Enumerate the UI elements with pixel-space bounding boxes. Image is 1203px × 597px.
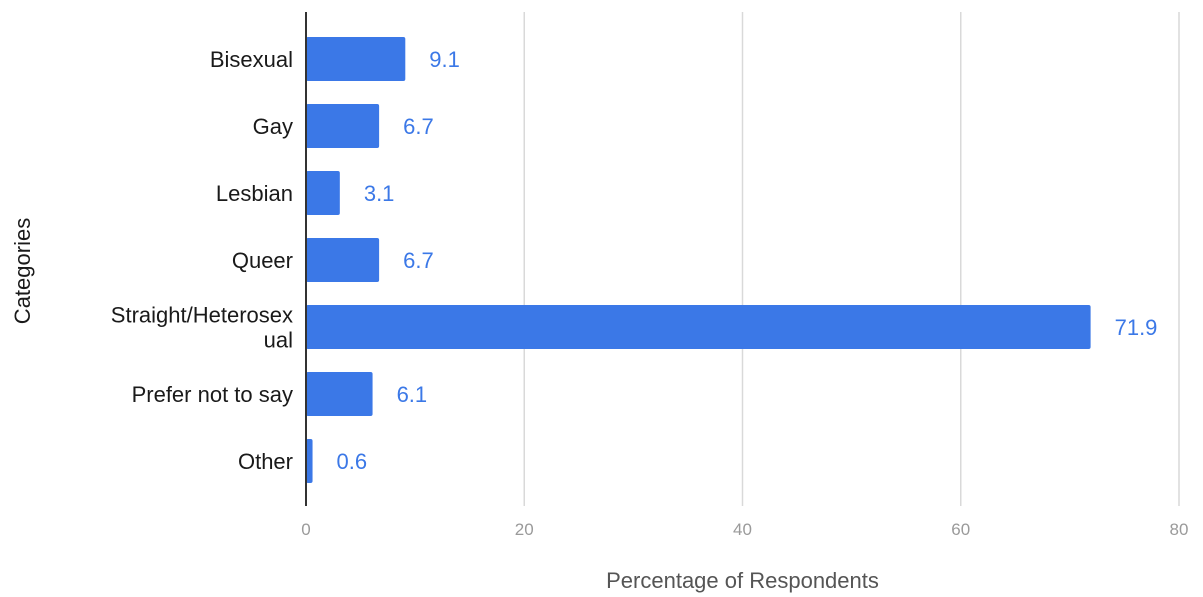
bar (306, 439, 313, 483)
bar (306, 238, 380, 282)
y-axis-title: Categories (10, 218, 35, 324)
bar (306, 372, 373, 416)
gridlines (523, 12, 1180, 506)
x-tick-label: 60 (951, 520, 970, 539)
category-label: Bisexual (210, 47, 293, 72)
x-tick-label: 0 (301, 520, 310, 539)
value-label: 6.1 (397, 382, 428, 407)
category-label: Lesbian (216, 181, 293, 206)
category-label: Prefer not to say (132, 382, 293, 407)
category-label: Other (238, 449, 293, 474)
category-label: Queer (232, 248, 293, 273)
category-label: Gay (253, 114, 293, 139)
bar (306, 171, 340, 215)
value-labels: 9.1 6.7 3.1 6.7 71.9 6.1 0.6 (337, 47, 1158, 474)
value-label: 6.7 (403, 248, 434, 273)
x-axis-title: Percentage of Respondents (606, 568, 879, 593)
bars (306, 37, 1091, 483)
bar (306, 37, 406, 81)
x-tick-label: 20 (515, 520, 534, 539)
x-tick-label: 40 (733, 520, 752, 539)
value-label: 3.1 (364, 181, 395, 206)
value-label: 9.1 (429, 47, 460, 72)
category-label: Straight/Heterosex ual (111, 303, 293, 353)
category-labels: Bisexual Gay Lesbian Queer Straight/Heterose… (111, 47, 293, 474)
value-label: 6.7 (403, 114, 434, 139)
bar (306, 305, 1091, 349)
x-tick-label: 80 (1170, 520, 1189, 539)
x-tick-labels: 0 20 40 60 80 (301, 520, 1188, 539)
bar (306, 104, 380, 148)
value-label: 71.9 (1115, 315, 1158, 340)
value-label: 0.6 (337, 449, 368, 474)
